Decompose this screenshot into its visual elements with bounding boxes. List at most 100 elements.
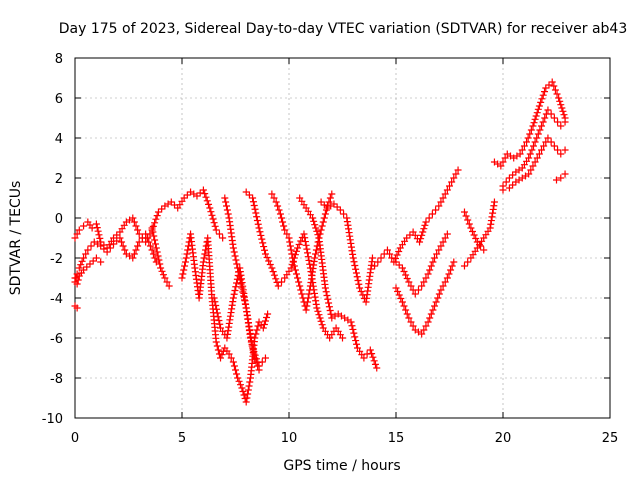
data-point-interp — [488, 213, 496, 221]
data-point — [531, 158, 539, 166]
data-point-interp — [350, 258, 358, 266]
data-point — [157, 264, 165, 272]
data-point-interp — [326, 307, 334, 314]
data-point-interp — [539, 118, 547, 126]
data-point — [529, 122, 537, 130]
data-point — [542, 84, 550, 92]
data-point-interp — [520, 142, 528, 150]
data-point-interp — [450, 174, 458, 182]
data-point — [285, 234, 293, 242]
data-point — [246, 334, 254, 342]
data-point-interp — [260, 321, 268, 328]
data-point-interp — [417, 235, 425, 243]
data-point-interp — [429, 258, 437, 266]
data-point-interp — [154, 252, 162, 260]
data-point-interp — [245, 382, 253, 390]
data-point-interp — [291, 266, 299, 274]
data-point-interp — [353, 340, 361, 348]
data-point-interp — [302, 241, 310, 249]
data-point — [328, 190, 336, 198]
data-point-interp — [232, 366, 239, 374]
data-point — [135, 238, 143, 246]
data-point-interp — [244, 386, 252, 394]
plot-frame — [74, 57, 611, 419]
data-point — [255, 224, 263, 232]
data-point-interp — [289, 254, 297, 262]
data-point-interp — [292, 270, 300, 278]
data-point-interp — [327, 310, 335, 318]
data-point-interp — [320, 214, 328, 222]
data-point-interp — [357, 288, 365, 295]
data-point — [251, 354, 259, 362]
data-point-interp — [394, 288, 402, 295]
data-point — [561, 146, 569, 154]
data-point-interp — [296, 282, 304, 290]
data-point-interp — [100, 245, 108, 253]
data-point-interp — [181, 258, 189, 266]
data-point — [486, 224, 494, 232]
data-point-interp — [253, 213, 261, 221]
data-point — [544, 134, 552, 142]
data-point-interp — [558, 104, 566, 112]
data-point-interp — [527, 166, 535, 174]
y-tick-label: -4 — [50, 292, 63, 307]
data-point-interp — [153, 212, 161, 220]
data-point-interp — [533, 134, 541, 142]
data-point-interp — [230, 248, 238, 256]
data-point — [544, 106, 552, 114]
data-point — [550, 142, 558, 150]
data-point-interp — [533, 154, 541, 162]
data-point-interp — [425, 214, 433, 222]
series-trace-f — [178, 230, 272, 406]
data-point-interp — [215, 230, 223, 238]
data-point-interp — [374, 258, 382, 266]
data-point — [238, 384, 246, 392]
x-tick-label: 10 — [281, 431, 298, 446]
data-point — [261, 354, 269, 362]
data-point-interp — [368, 350, 376, 358]
data-point — [199, 258, 207, 266]
data-point-interp — [534, 130, 542, 138]
data-point-interp — [261, 317, 269, 325]
data-point-interp — [349, 325, 357, 333]
data-point-interp — [224, 210, 232, 218]
chart-title: Day 175 of 2023, Sidereal Day-to-day VTE… — [59, 21, 628, 37]
data-point — [550, 114, 558, 122]
data-point-interp — [322, 288, 330, 296]
data-point — [525, 170, 533, 178]
data-point — [557, 174, 565, 182]
data-point — [116, 234, 124, 242]
data-point — [272, 198, 280, 206]
series-trace-r — [490, 78, 569, 170]
data-point — [411, 290, 419, 298]
data-point — [443, 274, 451, 282]
data-point-interp — [532, 112, 540, 120]
y-tick-label: -8 — [50, 372, 63, 387]
data-point — [180, 194, 188, 202]
data-point-interp — [426, 314, 434, 322]
data-point-interp — [209, 215, 217, 223]
data-point-interp — [306, 260, 314, 268]
data-point — [319, 218, 327, 226]
data-point-interp — [487, 217, 495, 225]
data-point — [86, 260, 94, 268]
data-point-interp — [295, 241, 303, 248]
data-point — [219, 234, 227, 242]
data-point — [80, 222, 88, 230]
data-point-interp — [306, 286, 314, 294]
data-point-interp — [533, 109, 541, 117]
data-point-interp — [340, 210, 348, 218]
data-point-interp — [509, 181, 517, 189]
data-point-interp — [213, 309, 221, 317]
data-point — [71, 234, 79, 242]
data-point-interp — [355, 280, 363, 288]
data-point-interp — [420, 225, 428, 233]
data-point-interp — [256, 228, 264, 236]
data-point-interp — [278, 214, 286, 222]
data-point — [368, 254, 376, 262]
data-point — [349, 254, 357, 262]
data-point-interp — [333, 203, 341, 211]
series-trace-k — [296, 194, 381, 372]
data-point — [538, 146, 546, 154]
data-point-interp — [509, 171, 517, 179]
